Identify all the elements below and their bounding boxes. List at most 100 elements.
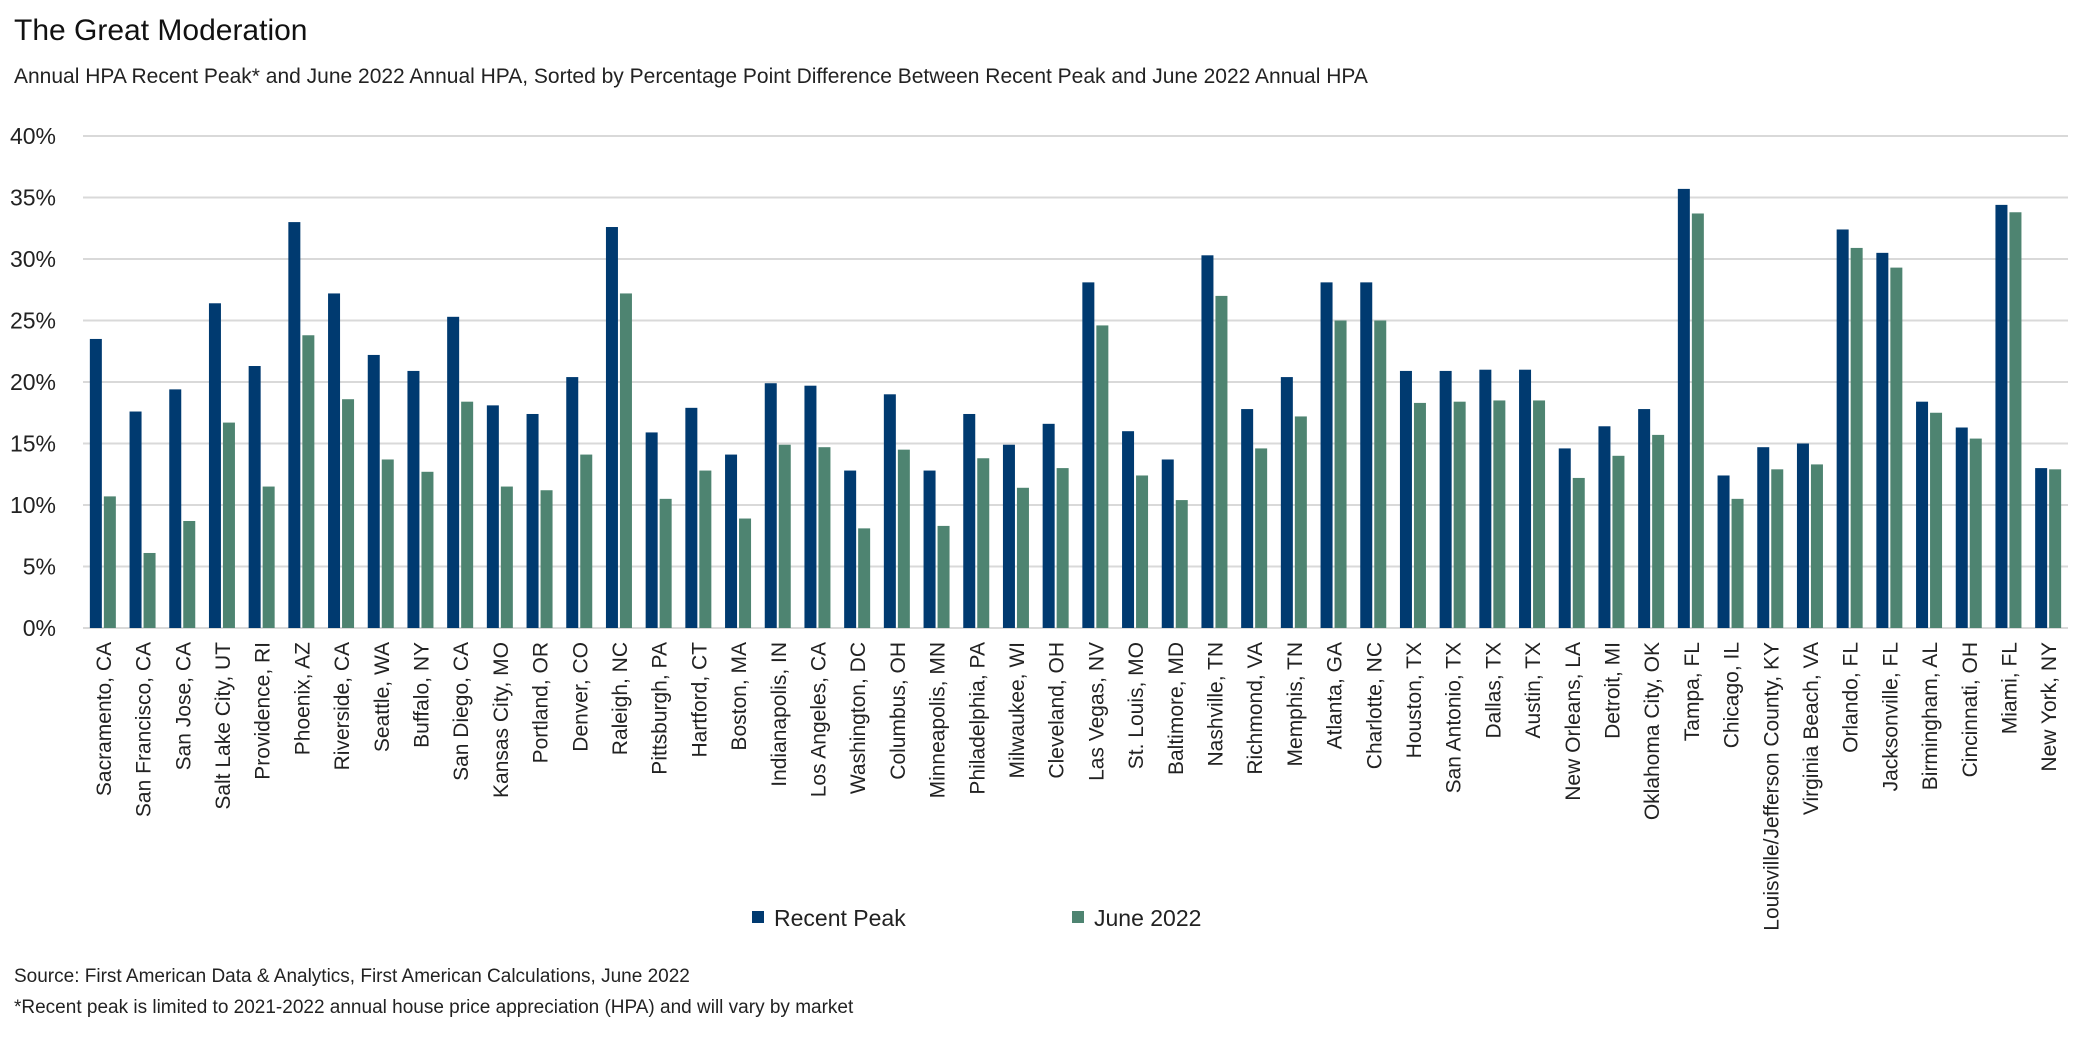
gridlines (83, 135, 2068, 629)
x-tick-label: Riverside, CA (331, 642, 354, 770)
x-tick-label: Boston, MA (728, 642, 751, 751)
bar-june-2022 (461, 401, 474, 628)
bar-june-2022 (977, 458, 990, 628)
legend-label-recent-peak: Recent Peak (774, 905, 906, 931)
bar-june-2022 (262, 486, 275, 628)
x-tick-label: Columbus, OH (887, 642, 910, 780)
x-tick-label: Philadelphia, PA (966, 642, 989, 795)
bar-recent-peak (169, 389, 182, 628)
bar-june-2022 (739, 518, 752, 628)
bar-recent-peak (1598, 426, 1611, 628)
bar-june-2022 (699, 470, 712, 628)
bar-june-2022 (897, 449, 910, 628)
bar-june-2022 (421, 471, 434, 628)
bar-june-2022 (222, 422, 235, 628)
bar-june-2022 (103, 496, 116, 628)
bar-june-2022 (1255, 448, 1268, 628)
bar-recent-peak (1757, 447, 1770, 628)
bar-june-2022 (1374, 320, 1387, 628)
legend: Recent Peak June 2022 (752, 905, 1201, 931)
x-tick-label: Buffalo, NY (410, 642, 433, 748)
bar-recent-peak (844, 470, 857, 628)
bar-recent-peak (1955, 427, 1968, 628)
x-tick-label: Oklahoma City, OK (1641, 642, 1664, 820)
bar-june-2022 (381, 459, 394, 628)
bar-june-2022 (1731, 498, 1744, 628)
x-tick-label: Kansas City, MO (490, 642, 513, 798)
bar-june-2022 (1771, 469, 1784, 628)
legend-swatch-recent-peak (752, 911, 764, 923)
bar-june-2022 (342, 399, 355, 628)
x-tick-label: Minneapolis, MN (927, 642, 950, 798)
bar-recent-peak (1995, 204, 2008, 628)
x-tick-label: New Orleans, LA (1562, 642, 1585, 801)
y-tick-label: 15% (10, 431, 56, 457)
x-tick-label: Cincinnati, OH (1959, 642, 1982, 777)
y-tick-label: 25% (10, 308, 56, 334)
bar-recent-peak (1717, 475, 1730, 628)
bar-recent-peak (1201, 255, 1214, 628)
bar-recent-peak (526, 413, 539, 628)
y-tick-label: 30% (10, 246, 56, 272)
bar-recent-peak (1677, 188, 1690, 628)
x-tick-label: Salt Lake City, UT (212, 642, 235, 810)
bar-recent-peak (1122, 431, 1135, 628)
y-tick-label: 35% (10, 185, 56, 211)
x-tick-label: Washington, DC (847, 642, 870, 794)
bar-june-2022 (1056, 468, 1069, 628)
legend-label-june-2022: June 2022 (1094, 905, 1201, 931)
bar-recent-peak (923, 470, 936, 628)
bar-recent-peak (447, 316, 460, 628)
x-tick-label: Richmond, VA (1244, 642, 1267, 775)
y-tick-label: 20% (10, 369, 56, 395)
bar-june-2022 (540, 490, 553, 628)
bar-june-2022 (1453, 401, 1466, 628)
bar-june-2022 (500, 486, 513, 628)
bar-recent-peak (328, 293, 341, 628)
x-tick-label: San Antonio, TX (1443, 642, 1466, 793)
bar-recent-peak (1558, 448, 1571, 628)
bar-recent-peak (1241, 409, 1254, 628)
bar-recent-peak (129, 411, 142, 628)
bar-recent-peak (1638, 409, 1651, 628)
bar-recent-peak (1519, 369, 1532, 628)
x-tick-label: Los Angeles, CA (807, 642, 830, 797)
bar-recent-peak (1796, 443, 1809, 628)
bar-recent-peak (963, 413, 976, 628)
y-tick-label: 40% (10, 123, 56, 149)
bar-recent-peak (1916, 401, 1929, 628)
x-tick-label: Denver, CO (569, 642, 592, 752)
bar-june-2022 (1890, 267, 1903, 628)
bar-recent-peak (1439, 370, 1452, 628)
source-note: Source: First American Data & Analytics,… (14, 966, 690, 987)
bar-recent-peak (1876, 252, 1889, 628)
bar-recent-peak (764, 383, 777, 628)
x-tick-label: Nashville, TN (1204, 642, 1227, 766)
x-tick-label: Jacksonville, FL (1879, 642, 1902, 791)
x-tick-label: Raleigh, NC (609, 642, 632, 755)
bar-june-2022 (1334, 320, 1347, 628)
x-tick-label: Las Vegas, NV (1085, 642, 1108, 781)
x-tick-label: Austin, TX (1522, 642, 1545, 739)
x-tick-label: Sacramento, CA (93, 642, 116, 796)
bar-recent-peak (725, 454, 738, 628)
bar-june-2022 (1930, 412, 1943, 628)
bar-recent-peak (804, 385, 817, 628)
x-tick-label: Detroit, MI (1601, 642, 1624, 739)
x-tick-label: San Jose, CA (172, 642, 195, 770)
bar-recent-peak (367, 354, 380, 628)
x-tick-label: New York, NY (2038, 642, 2061, 772)
x-tick-label: Memphis, TN (1284, 642, 1307, 766)
bar-june-2022 (1493, 400, 1506, 628)
x-tick-label: Birmingham, AL (1919, 642, 1942, 790)
legend-swatch-june-2022 (1072, 911, 1084, 923)
bar-june-2022 (1136, 475, 1149, 628)
bar-recent-peak (1082, 282, 1095, 628)
bars (89, 188, 2062, 629)
bar-recent-peak (89, 338, 102, 628)
bar-recent-peak (208, 303, 221, 628)
x-tick-label: Pittsburgh, PA (649, 642, 672, 775)
x-tick-label: Providence, RI (252, 642, 275, 780)
bar-june-2022 (1691, 213, 1704, 629)
